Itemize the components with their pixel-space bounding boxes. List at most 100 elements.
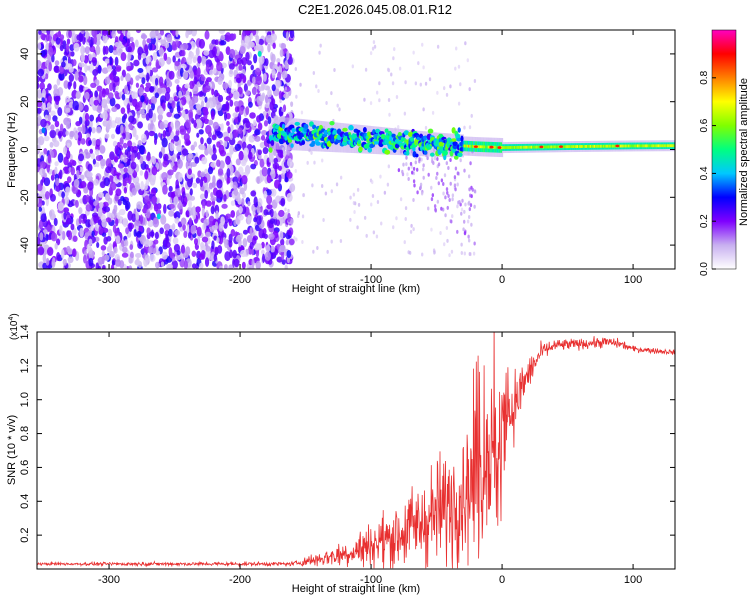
spectrogram-blob xyxy=(37,143,41,152)
spectrogram-blob xyxy=(212,67,217,74)
y-tick-label: 0.6 xyxy=(19,460,31,475)
spectrogram-blob xyxy=(330,189,333,194)
spectrogram-blob xyxy=(134,182,140,189)
spectrogram-blob xyxy=(181,148,189,156)
spectrogram-blob xyxy=(59,34,65,41)
spectrogram-blob xyxy=(462,227,465,232)
spectrogram-blob xyxy=(255,75,262,86)
spectrogram-blob xyxy=(235,235,242,243)
spectrogram-blob xyxy=(278,209,285,218)
spectrogram-blob xyxy=(130,161,137,170)
spectrogram-blob xyxy=(175,179,180,189)
spectrogram-blob xyxy=(444,195,447,200)
spectrogram-blob xyxy=(402,162,405,167)
spectrogram-blob xyxy=(135,30,142,34)
spectrogram-blob xyxy=(424,81,428,86)
spectrogram-blob xyxy=(65,107,71,113)
spectrogram-blob xyxy=(46,30,51,36)
spectrogram-blob xyxy=(286,229,292,236)
spectrogram-blob xyxy=(61,230,66,241)
spectrogram-blob xyxy=(96,105,102,114)
spectrogram-blob xyxy=(105,166,112,174)
spectrogram-blob xyxy=(70,166,76,176)
spectrogram-blob xyxy=(105,217,112,223)
spectrogram-blob xyxy=(431,110,435,115)
spectrogram-blob xyxy=(180,217,187,226)
spectrogram-blob xyxy=(170,191,175,199)
spectrogram-blob xyxy=(229,69,233,75)
snr-y-ticks: 0.2 0.4 0.6 0.8 1.0 1.2 1.4 xyxy=(19,324,675,543)
spectrogram-blob xyxy=(249,226,253,237)
spectrogram-band-peak xyxy=(592,144,594,148)
spectrogram-blob xyxy=(50,232,58,242)
spectrogram-blob xyxy=(65,121,71,130)
spectrogram-blob xyxy=(412,166,416,171)
spectrogram-blob xyxy=(84,113,90,122)
spectrogram-blob xyxy=(102,33,108,44)
spectrogram-blob xyxy=(242,229,249,235)
spectrogram-blob xyxy=(443,242,446,247)
spectrogram-blob xyxy=(398,66,402,71)
spectrogram-blob xyxy=(273,148,277,157)
spectrogram-blob xyxy=(166,111,173,118)
spectrogram-blob xyxy=(387,97,391,102)
spectrogram-blob xyxy=(349,217,352,222)
spectrogram-blob xyxy=(80,45,85,55)
spectrogram-blob xyxy=(257,149,262,156)
spectrogram-blob xyxy=(73,133,79,140)
spectrogram-blob xyxy=(436,44,440,49)
spectrogram-blob xyxy=(90,82,97,89)
spectrogram-blob xyxy=(256,176,260,184)
spectrogram-band-core xyxy=(438,141,444,147)
spectrogram-blob xyxy=(203,118,210,125)
spectrogram-blob xyxy=(468,187,471,192)
spectrogram-blob xyxy=(50,110,56,117)
spectrogram-blob xyxy=(136,201,143,210)
spectrogram-blob xyxy=(62,127,67,138)
spectrogram-blob xyxy=(274,179,281,189)
spectrogram-blob xyxy=(104,45,109,55)
spectrogram-band-peak xyxy=(506,146,508,149)
spectrogram-band-peak xyxy=(507,146,509,149)
spectrogram-band-core xyxy=(453,155,459,160)
spectrogram-band-peak xyxy=(659,144,661,148)
spectrogram-band-core xyxy=(423,150,428,155)
spectrogram-blob xyxy=(137,121,143,129)
spectrogram-blob xyxy=(414,81,418,86)
spectrogram-blob xyxy=(205,64,210,73)
spectrogram-blob xyxy=(276,58,281,64)
spectrogram-blob xyxy=(444,213,447,218)
spectrogram-band-peak xyxy=(549,145,551,149)
spectrogram-blob xyxy=(204,79,209,87)
spectrogram-blob xyxy=(85,194,90,203)
spectrogram-blob xyxy=(204,96,208,103)
spectrogram-blob xyxy=(134,39,139,48)
spectrogram-blob xyxy=(76,34,83,41)
spectrogram-blob xyxy=(72,248,77,258)
spectrogram-blob xyxy=(95,155,103,162)
spectrogram-blob xyxy=(445,226,449,231)
spectrogram-blob xyxy=(219,149,227,157)
spectrogram-x-label: Height of straight line (km) xyxy=(292,283,420,295)
spectrogram-blob xyxy=(466,58,470,63)
spectrogram-blob xyxy=(63,146,68,155)
spectrogram-blob xyxy=(383,190,387,195)
spectrogram-blob xyxy=(220,216,226,226)
spectrogram-band-core xyxy=(456,137,462,142)
spectrogram-blob xyxy=(140,180,144,191)
spectrogram-blob xyxy=(157,113,163,121)
spectrogram-blob xyxy=(196,132,200,138)
spectrogram-blob xyxy=(165,241,171,248)
spectrogram-blob xyxy=(104,133,110,139)
spectrogram-blob xyxy=(68,73,75,82)
spectrogram-blob xyxy=(158,151,163,159)
spectrogram-blob xyxy=(196,67,201,77)
spectrogram-blob xyxy=(467,201,470,206)
y-tick-label: 1.0 xyxy=(19,392,31,407)
spectrogram-blob xyxy=(369,101,373,106)
spectrogram-blob xyxy=(125,200,131,210)
spectrogram-blob xyxy=(144,86,151,93)
colorbar-tick-label: 0.8 xyxy=(699,70,710,84)
spectrogram-blob xyxy=(63,207,70,213)
spectrogram-blob xyxy=(121,38,126,45)
